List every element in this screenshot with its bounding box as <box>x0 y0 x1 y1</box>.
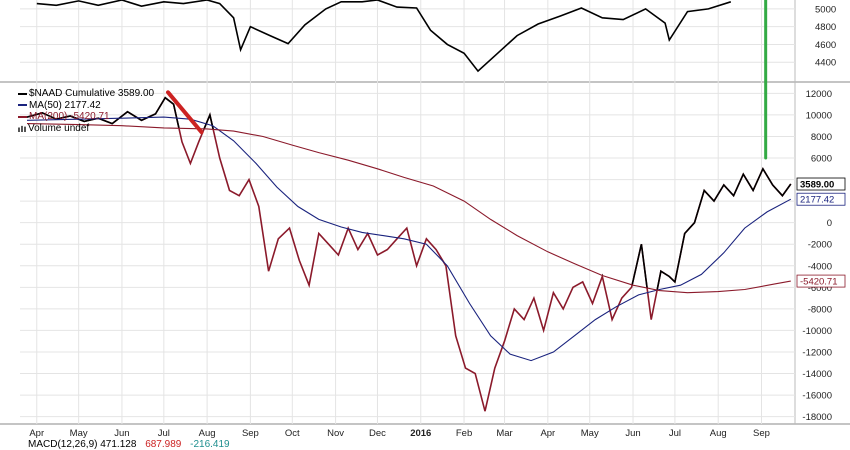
grid <box>0 0 850 425</box>
last-value-tag-label: 2177.42 <box>800 195 834 206</box>
last-value-tag-label: 3589.00 <box>800 180 834 191</box>
naad-line-below-ma200 <box>26 96 792 412</box>
macd-label: MACD(12,26,9) 471.128 <box>28 439 137 450</box>
top-y-tick-label: 5000 <box>815 4 836 15</box>
last-value-tag-label: -5420.71 <box>800 277 838 288</box>
x-tick-label: Oct <box>285 428 300 439</box>
ma200-line <box>26 123 791 294</box>
main-y-tick-label: 8000 <box>811 132 832 143</box>
x-tick-label: Dec <box>369 428 386 439</box>
main-y-tick-label: -8000 <box>808 304 832 315</box>
x-tick-label: Sep <box>753 428 770 439</box>
main-y-tick-label: -10000 <box>802 326 832 337</box>
x-tick-label: Apr <box>540 428 555 439</box>
main-y-tick-label: -12000 <box>802 347 832 358</box>
macd-value-2: -216.419 <box>190 439 230 450</box>
last-value-tag-box <box>796 177 846 191</box>
top-price-panel <box>36 0 732 73</box>
top-y-tick-label: 4600 <box>815 40 836 51</box>
main-y-tick-label: 12000 <box>806 89 832 100</box>
red-trendline <box>166 90 204 135</box>
last-value-tag: 3589.00 <box>796 177 846 191</box>
legend-item-volume: Volume undef <box>18 123 154 135</box>
ma50-line <box>26 116 792 362</box>
x-tick-label: Nov <box>327 428 344 439</box>
legend-label-ma200: MA(200) -5420.71 <box>29 111 110 122</box>
x-tick-label: Mar <box>496 428 512 439</box>
naad-line <box>26 96 792 293</box>
x-tick-label: Aug <box>199 428 216 439</box>
main-y-tick-label: -16000 <box>802 391 832 402</box>
main-y-tick-label: -4000 <box>808 261 832 272</box>
legend-item-naad: $NAAD Cumulative 3589.00 <box>18 88 154 100</box>
x-tick-label: May <box>581 428 599 439</box>
legend-item-ma200: MA(200) -5420.71 <box>18 111 154 123</box>
main-y-tick-label: -18000 <box>802 412 832 423</box>
last-value-tag: 2177.42 <box>796 192 846 206</box>
main-y-tick-label: 10000 <box>806 110 832 121</box>
macd-value-1: 687.989 <box>145 439 182 450</box>
legend-label-volume: Volume undef <box>28 122 90 134</box>
top-price-line <box>36 0 732 73</box>
main-y-tick-label: -6000 <box>808 283 832 294</box>
x-tick-label: Jul <box>158 428 170 439</box>
legend-swatch-ma50 <box>18 104 27 107</box>
main-y-tick-label: 0 <box>827 218 832 229</box>
naad-main-panel <box>26 96 792 412</box>
top-y-tick-label: 4400 <box>815 58 836 69</box>
top-y-tick-label: 4800 <box>815 22 836 33</box>
x-tick-label: Jul <box>669 428 681 439</box>
main-y-tick-label: 6000 <box>811 154 832 165</box>
chart-legend: $NAAD Cumulative 3589.00 MA(50) 2177.42 … <box>18 88 154 134</box>
x-tick-label: May <box>70 428 88 439</box>
x-tick-label: Jun <box>625 428 640 439</box>
axes: Apr May Jun Jul Aug Sep Oct Nov Dec 2016 Feb Mar Apr… <box>29 4 846 439</box>
legend-label-naad: $NAAD Cumulative 3589.00 <box>29 88 155 99</box>
last-value-tag-box <box>796 192 846 206</box>
legend-swatch-naad <box>18 92 27 95</box>
annotations <box>166 0 768 160</box>
legend-swatch-ma200 <box>18 115 27 118</box>
x-tick-label: Feb <box>456 428 472 439</box>
main-y-tick-label: -2000 <box>808 240 832 251</box>
x-tick-label: 2016 <box>410 428 431 439</box>
x-tick-label: Sep <box>242 428 259 439</box>
main-y-tick-label: -14000 <box>802 369 832 380</box>
legend-label-ma50: MA(50) 2177.42 <box>29 99 101 111</box>
volume-bars-icon <box>18 124 26 133</box>
x-tick-label: Jun <box>114 428 129 439</box>
x-tick-label: Aug <box>710 428 727 439</box>
x-tick-label: Apr <box>29 428 44 439</box>
last-value-tag-box <box>796 274 846 288</box>
legend-item-ma50: MA(50) 2177.42 <box>18 100 154 112</box>
macd-strip: MACD(12,26,9) 471.128 687.989 -216.419 <box>28 439 236 450</box>
last-value-tag: -5420.71 <box>796 274 846 288</box>
